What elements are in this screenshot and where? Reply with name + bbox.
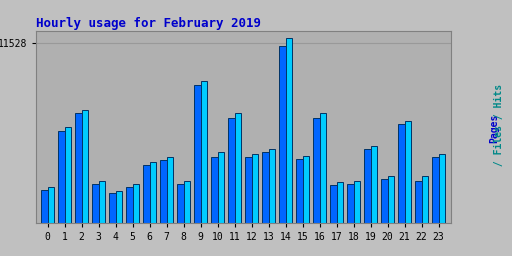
Bar bbox=[364, 149, 371, 223]
Bar bbox=[65, 127, 71, 223]
Bar bbox=[381, 179, 388, 223]
Bar bbox=[398, 124, 404, 223]
Bar bbox=[160, 160, 167, 223]
Bar bbox=[48, 187, 54, 223]
Bar bbox=[296, 159, 303, 223]
Bar bbox=[422, 176, 428, 223]
Bar bbox=[133, 184, 139, 223]
Bar bbox=[252, 154, 258, 223]
Bar bbox=[82, 110, 88, 223]
Bar bbox=[388, 176, 394, 223]
Bar bbox=[211, 157, 218, 223]
Bar bbox=[347, 184, 354, 223]
Bar bbox=[415, 180, 422, 223]
Bar bbox=[143, 165, 150, 223]
Bar bbox=[99, 180, 105, 223]
Bar bbox=[167, 157, 173, 223]
Bar bbox=[279, 46, 286, 223]
Text: / Files / Hits: / Files / Hits bbox=[494, 84, 504, 172]
Bar bbox=[286, 38, 292, 223]
Bar bbox=[319, 113, 326, 223]
Bar bbox=[337, 182, 343, 223]
Bar bbox=[313, 118, 319, 223]
Bar bbox=[150, 162, 156, 223]
Bar bbox=[58, 131, 65, 223]
Bar bbox=[177, 184, 184, 223]
Bar bbox=[432, 157, 439, 223]
Bar bbox=[262, 152, 269, 223]
Bar bbox=[269, 149, 275, 223]
Text: Hourly usage for February 2019: Hourly usage for February 2019 bbox=[36, 17, 261, 29]
Bar bbox=[184, 180, 190, 223]
Bar bbox=[75, 113, 82, 223]
Bar bbox=[109, 193, 116, 223]
Text: Pages: Pages bbox=[489, 113, 499, 143]
Bar bbox=[126, 187, 133, 223]
Bar bbox=[194, 85, 201, 223]
Bar bbox=[303, 156, 309, 223]
Bar bbox=[371, 146, 377, 223]
Bar bbox=[234, 113, 241, 223]
Bar bbox=[439, 154, 445, 223]
Bar bbox=[330, 185, 337, 223]
Bar bbox=[245, 157, 252, 223]
Bar bbox=[228, 118, 234, 223]
Bar bbox=[116, 191, 122, 223]
Bar bbox=[92, 184, 99, 223]
Bar bbox=[354, 180, 360, 223]
Bar bbox=[201, 81, 207, 223]
Bar bbox=[218, 152, 224, 223]
Bar bbox=[404, 121, 411, 223]
Bar bbox=[41, 190, 48, 223]
